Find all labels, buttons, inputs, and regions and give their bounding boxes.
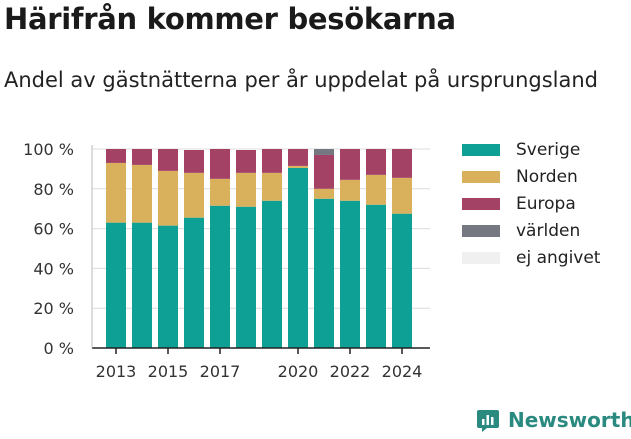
bar-segment-Norden xyxy=(314,188,334,199)
legend-label: Europa xyxy=(516,193,576,214)
legend-label: Sverige xyxy=(516,139,581,160)
legend-item: Sverige xyxy=(462,136,600,163)
bar-segment-Norden xyxy=(210,178,230,206)
bar-segment-Norden xyxy=(366,174,386,205)
bar-segment-Europa xyxy=(132,149,152,165)
bars xyxy=(106,149,412,348)
bar-segment-Sverige xyxy=(184,217,204,348)
bar-segment-Europa xyxy=(106,149,126,163)
legend-swatch xyxy=(462,224,500,237)
bar-segment-Europa xyxy=(184,149,204,173)
legend-swatch xyxy=(462,170,500,183)
bar-segment-Norden xyxy=(158,170,178,226)
bar-segment-Sverige xyxy=(366,204,386,348)
bar-segment-Sverige xyxy=(132,222,152,348)
bar-segment-Sverige xyxy=(236,206,256,348)
bar-segment-Sverige xyxy=(392,213,412,348)
axes: 0 % 20 % 40 % 60 % 80 % 100 % 2013 2015 2017 2020… xyxy=(23,140,430,381)
x-tick-label: 2022 xyxy=(330,362,371,381)
bar-segment-Norden xyxy=(262,172,282,201)
bar-segment-Norden xyxy=(236,172,256,207)
y-tick-label: 20 % xyxy=(33,299,74,318)
bar-segment-Norden xyxy=(288,165,308,168)
legend-item: Norden xyxy=(462,163,600,190)
legend-swatch xyxy=(462,251,500,264)
legend-label: världen xyxy=(516,220,581,241)
x-tick-label: 2024 xyxy=(382,362,423,381)
legend-swatch xyxy=(462,197,500,210)
bar-segment-Sverige xyxy=(262,200,282,348)
brand-name: Newsworthy xyxy=(508,408,631,432)
chart-title: Härifrån kommer besökarna xyxy=(4,2,456,36)
legend-item: Europa xyxy=(462,190,600,217)
bar-segment-Norden xyxy=(392,177,412,214)
newsworthy-brand: Newsworthy xyxy=(476,408,631,432)
x-tick-label: 2013 xyxy=(96,362,137,381)
bar-segment-Norden xyxy=(184,172,204,218)
bar-segment-Norden xyxy=(340,179,360,201)
chart-legend: Sverige Norden Europa världen ej angivet xyxy=(462,136,600,271)
bar-segment-Sverige xyxy=(210,205,230,348)
legend-item: världen xyxy=(462,217,600,244)
y-tick-label: 80 % xyxy=(33,180,74,199)
x-tick-label: 2017 xyxy=(200,362,241,381)
y-tick-label: 60 % xyxy=(33,220,74,239)
bar-segment-ej-angivet xyxy=(236,149,256,150)
legend-item: ej angivet xyxy=(462,244,600,271)
bar-segment-Sverige xyxy=(288,167,308,348)
y-tick-label: 0 % xyxy=(44,339,74,358)
chart-subtitle: Andel av gästnätterna per år uppdelat på… xyxy=(4,68,598,92)
bar-segment-Europa xyxy=(340,149,360,180)
legend-swatch xyxy=(462,143,500,156)
legend-label: Norden xyxy=(516,166,578,187)
bar-segment-Sverige xyxy=(158,225,178,348)
bar-segment-ej-angivet xyxy=(184,149,204,150)
legend-label: ej angivet xyxy=(516,247,601,268)
x-tick-label: 2015 xyxy=(148,362,189,381)
bar-segment-världen xyxy=(314,149,334,155)
bar-chart-logo-icon xyxy=(477,410,499,432)
bar-segment-Norden xyxy=(132,164,152,223)
bar-segment-Europa xyxy=(158,149,178,171)
bar-segment-Europa xyxy=(210,149,230,179)
bar-segment-Europa xyxy=(288,149,308,166)
bar-segment-Sverige xyxy=(314,198,334,348)
y-tick-label: 40 % xyxy=(33,259,74,278)
bar-segment-Sverige xyxy=(106,222,126,348)
bar-segment-Europa xyxy=(366,149,386,175)
bar-segment-Europa xyxy=(392,149,412,178)
x-tick-label: 2020 xyxy=(278,362,319,381)
bar-segment-Europa xyxy=(314,154,334,189)
bar-segment-Europa xyxy=(262,149,282,173)
bar-segment-Sverige xyxy=(340,200,360,348)
bar-segment-Europa xyxy=(236,149,256,173)
bar-segment-Norden xyxy=(106,162,126,223)
y-tick-label: 100 % xyxy=(23,140,74,159)
